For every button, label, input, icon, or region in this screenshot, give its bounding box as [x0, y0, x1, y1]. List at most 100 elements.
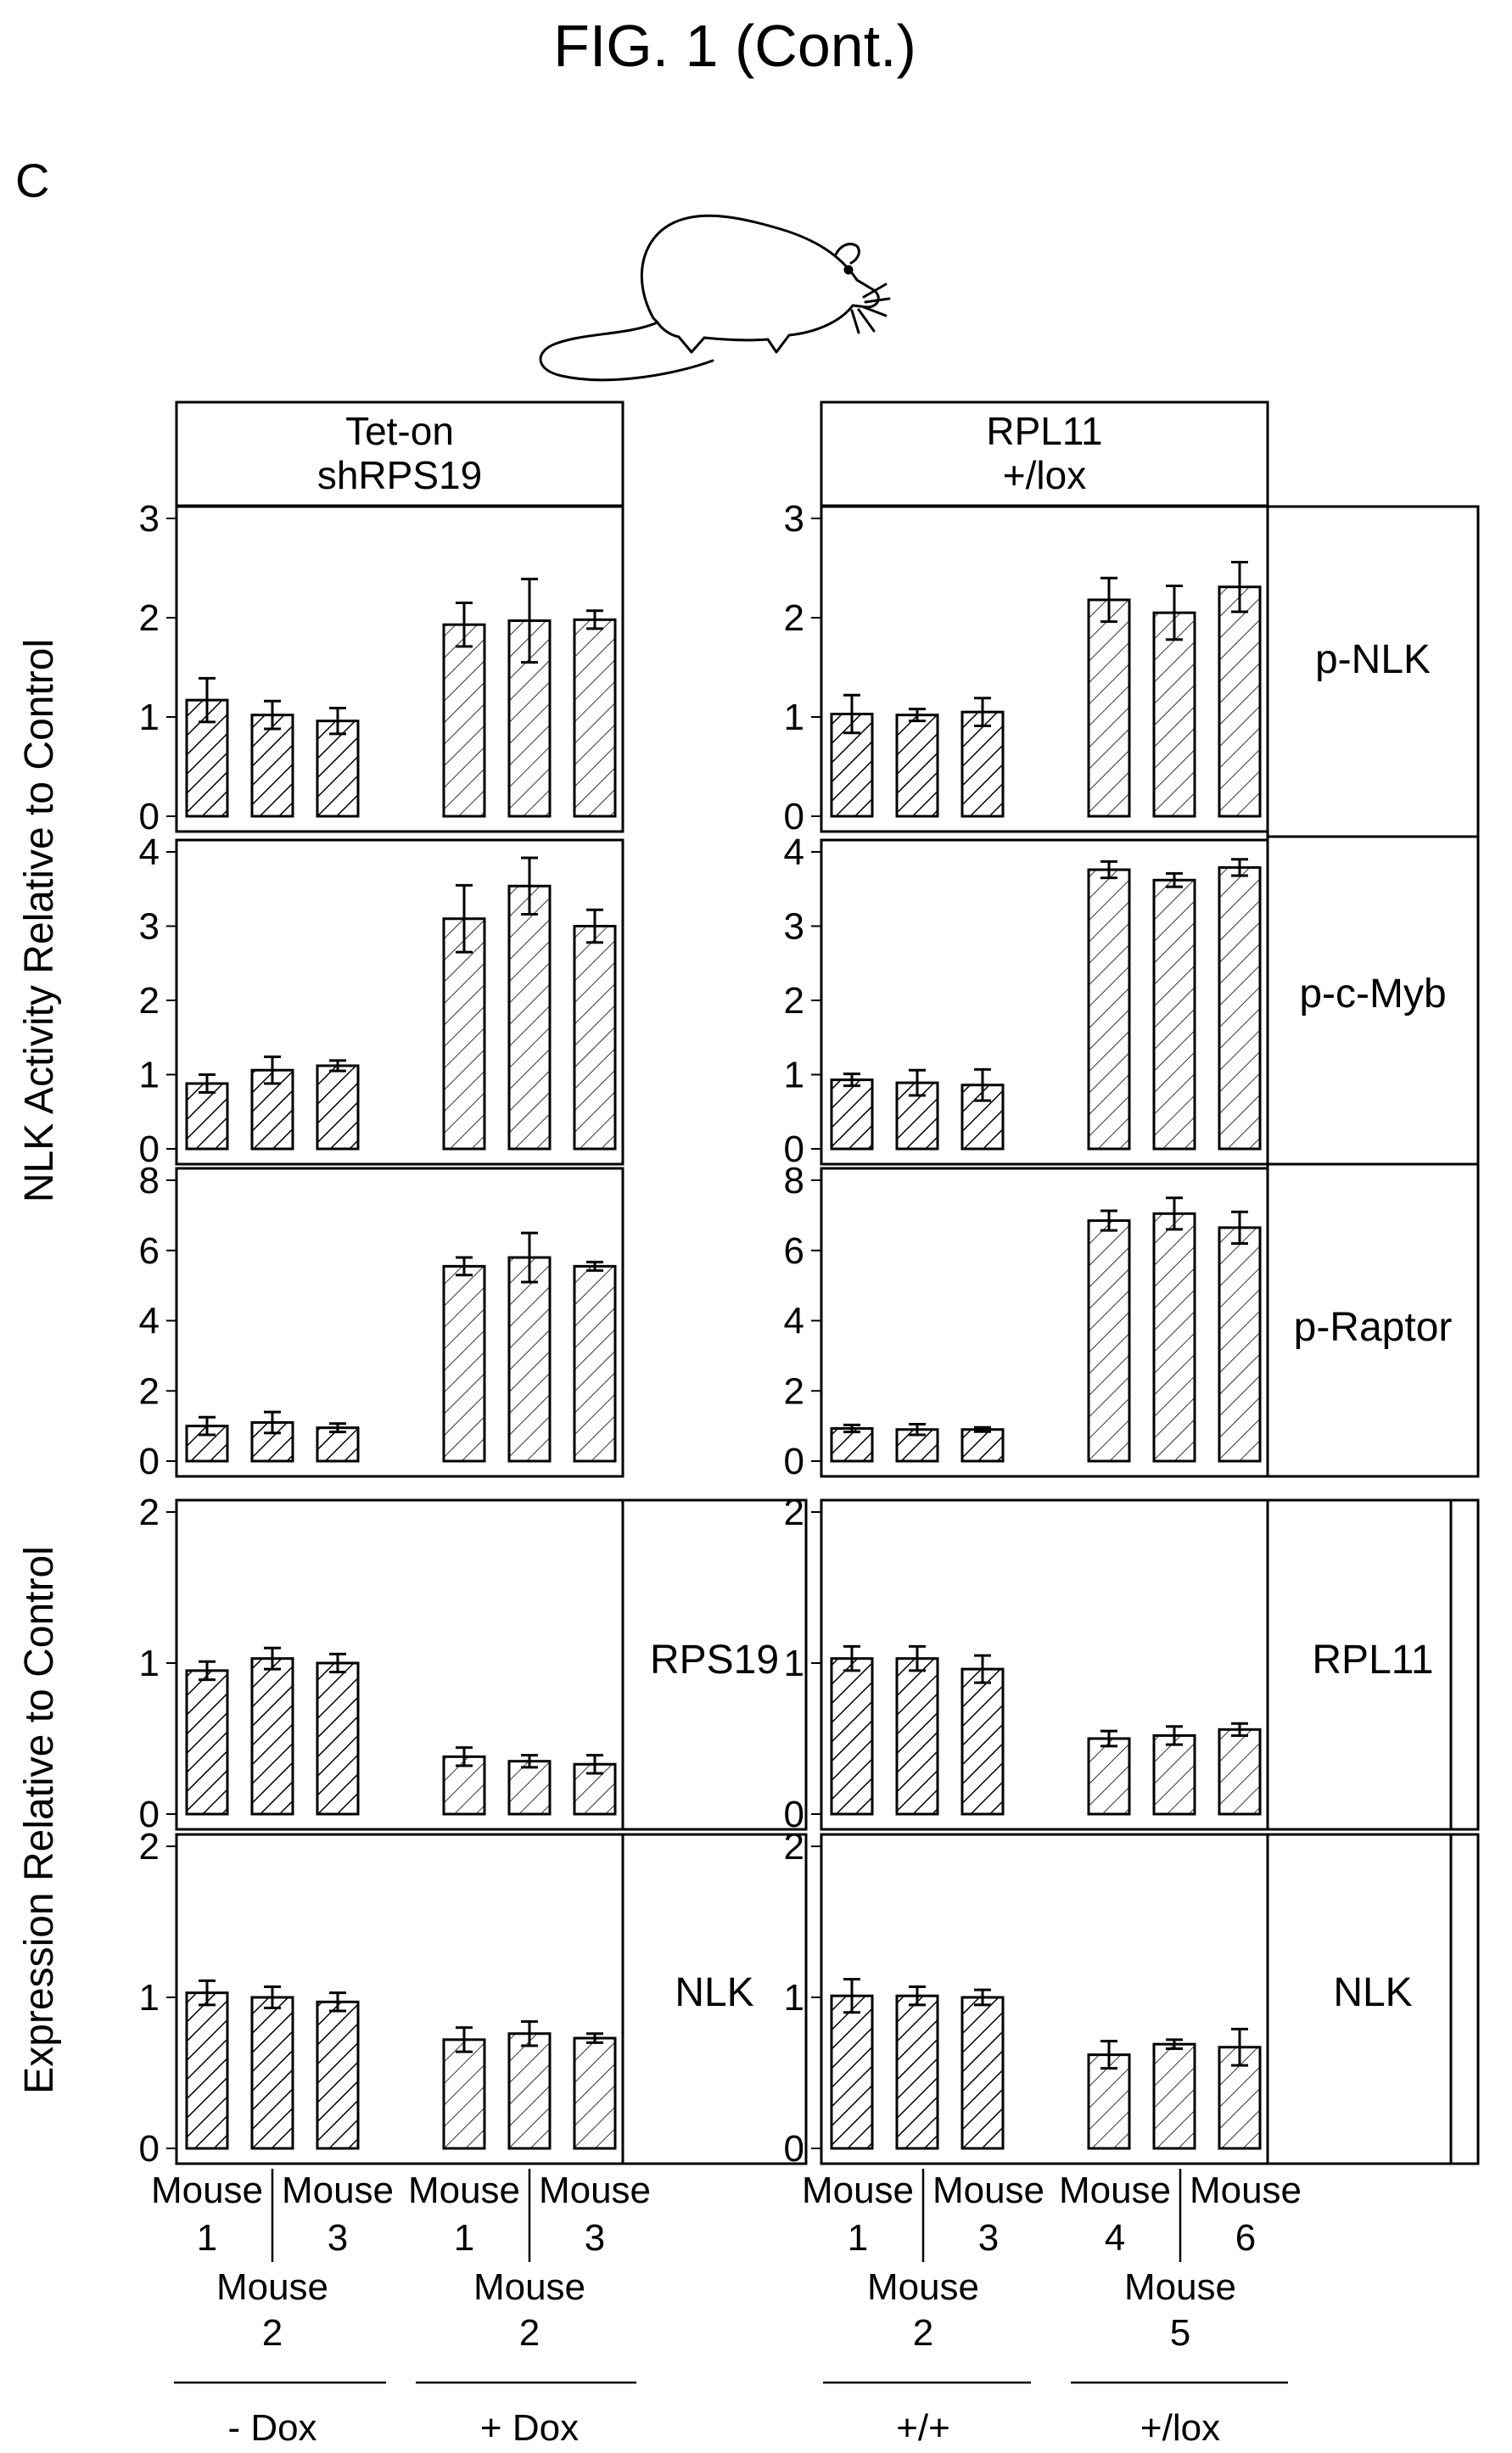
- y-tick-label: 1: [784, 1977, 804, 2019]
- bar: [316, 2000, 360, 2150]
- y-tick-label: 1: [784, 697, 804, 738]
- panel-frame: [820, 505, 1269, 833]
- left-header-line2: shRPS19: [317, 453, 482, 497]
- y-tick-label: 2: [139, 1370, 160, 1412]
- row-label-rps19: RPS19: [650, 1638, 779, 1683]
- row-label-p-c-myb: p-c-Myb: [1299, 972, 1446, 1016]
- condition-label: +/+: [896, 2407, 950, 2449]
- x-label-mouse: Mouse: [1124, 2266, 1236, 2308]
- bar: [442, 623, 486, 818]
- y-tick-label: 2: [784, 1826, 804, 1868]
- bar: [185, 1082, 229, 1151]
- panel-letter: C: [15, 154, 49, 207]
- y-tick-label: 0: [139, 1794, 160, 1835]
- panel-frame: [175, 505, 624, 833]
- bar: [442, 1264, 486, 1463]
- x-label-mouse: Mouse: [282, 2170, 394, 2211]
- y-tick-label: 6: [139, 1230, 160, 1272]
- y-tick-label: 0: [139, 796, 160, 837]
- bar: [895, 1994, 939, 2150]
- y-tick-label: 8: [139, 1160, 160, 1201]
- y-tick-label: 2: [784, 597, 804, 639]
- row-label-nlk-left: NLK: [675, 1970, 753, 2015]
- bar: [185, 1669, 229, 1816]
- y-tick-label: 0: [784, 1794, 804, 1835]
- y-tick-label: 2: [139, 980, 160, 1022]
- figure-title: FIG. 1 (Cont.): [553, 13, 916, 79]
- bar: [185, 1991, 229, 2150]
- x-label-number: 2: [262, 2312, 283, 2354]
- x-label-number: 1: [454, 2217, 474, 2259]
- bar: [1218, 865, 1262, 1151]
- x-label-number: 3: [328, 2217, 348, 2259]
- x-label-mouse: Mouse: [408, 2170, 520, 2211]
- y-tick-label: 2: [139, 1492, 160, 1533]
- bar: [960, 710, 1005, 818]
- x-axis-separators: [174, 2169, 1288, 2384]
- y-tick-label: 1: [784, 1643, 804, 1684]
- y-tick-label: 2: [139, 597, 160, 639]
- x-label-mouse: Mouse: [1190, 2170, 1302, 2211]
- y-tick-label: 6: [784, 1230, 804, 1272]
- y-tick-label: 1: [139, 1643, 160, 1684]
- panel-frame: [820, 1833, 1453, 2165]
- bar: [442, 2038, 486, 2150]
- bar: [316, 720, 360, 818]
- y-tick-label: 1: [784, 1055, 804, 1096]
- y-tick-label: 2: [784, 980, 804, 1022]
- y-tick-label: 0: [784, 796, 804, 837]
- y-tick-label: 0: [139, 1441, 160, 1482]
- condition-label: + Dox: [480, 2407, 579, 2449]
- bar: [1152, 2042, 1196, 2150]
- x-label-number: 6: [1235, 2217, 1256, 2259]
- bar: [316, 1426, 360, 1463]
- bar: [830, 1427, 874, 1463]
- y-tick-label: 3: [784, 498, 804, 540]
- bar: [573, 925, 617, 1151]
- panel-frame: [820, 1498, 1453, 1831]
- y-tick-label: 2: [784, 1492, 804, 1533]
- bar: [250, 1657, 294, 1816]
- panel-frame: [175, 1167, 624, 1478]
- condition-label: +/lox: [1140, 2407, 1220, 2449]
- bar: [1218, 585, 1262, 818]
- bar: [960, 1667, 1005, 1816]
- bar: [1152, 878, 1196, 1151]
- panel-frame: [175, 838, 624, 1166]
- bar: [960, 1996, 1005, 2150]
- bar: [960, 1428, 1005, 1463]
- panel-frame: [820, 838, 1269, 1166]
- panel-frame: [175, 1833, 808, 2165]
- x-label-number: 3: [978, 2217, 999, 2259]
- x-label-number: 4: [1105, 2217, 1125, 2259]
- x-label-mouse: Mouse: [867, 2266, 979, 2308]
- row-label-p-raptor: p-Raptor: [1294, 1305, 1453, 1350]
- y-tick-label: 3: [139, 906, 160, 948]
- bar: [1087, 1737, 1131, 1816]
- bar: [1087, 868, 1131, 1151]
- bar: [507, 1760, 552, 1816]
- bar: [830, 1657, 874, 1816]
- x-label-number: 1: [848, 2217, 868, 2259]
- y-tick-label: 4: [139, 832, 160, 873]
- bar: [573, 2036, 617, 2150]
- y-tick-label: 0: [784, 1441, 804, 1482]
- y-tick-label: 0: [139, 2128, 160, 2170]
- bar: [1218, 1226, 1262, 1463]
- y-tick-label: 4: [784, 832, 804, 873]
- bar: [1152, 1733, 1196, 1816]
- y-tick-label: 4: [139, 1301, 160, 1342]
- bar: [1152, 611, 1196, 818]
- y-tick-label: 4: [784, 1301, 804, 1342]
- y-tick-label: 1: [139, 697, 160, 738]
- bar: [1218, 1728, 1262, 1816]
- y-tick-label: 0: [784, 2128, 804, 2170]
- x-label-mouse: Mouse: [216, 2266, 328, 2308]
- row-label-rpl11: RPL11: [1312, 1638, 1433, 1683]
- x-label-mouse: Mouse: [473, 2266, 585, 2308]
- bar: [573, 618, 617, 818]
- bar: [895, 1657, 939, 1816]
- y-tick-label: 3: [139, 498, 160, 540]
- bar: [316, 1064, 360, 1151]
